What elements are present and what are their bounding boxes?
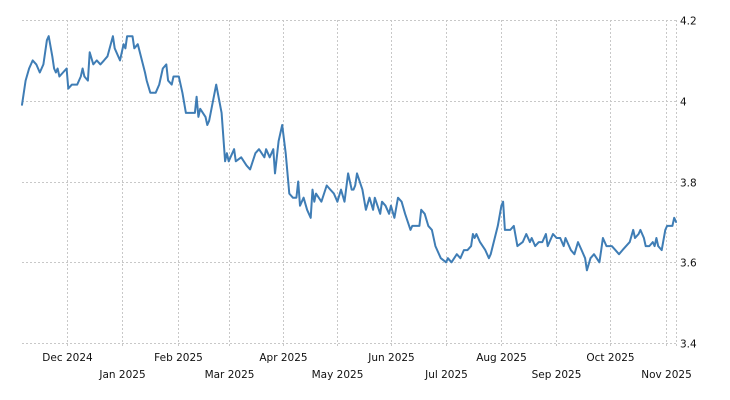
x-tick-label: Nov 2025 — [641, 369, 692, 381]
x-tick-label: Mar 2025 — [205, 369, 255, 381]
series-line — [21, 35, 677, 272]
y-tick-label: 4 — [680, 97, 687, 109]
y-tick-label: 4.2 — [680, 16, 697, 28]
x-tick-label: Oct 2025 — [586, 352, 634, 364]
y-tick-label: 3.8 — [680, 178, 697, 190]
y-axis-labels: 4.2 4 3.8 3.6 3.4 — [680, 16, 697, 351]
x-tick-label: Sep 2025 — [532, 369, 582, 381]
y-tick-label: 3.6 — [680, 258, 697, 270]
horizontal-gridlines — [22, 20, 676, 344]
vertical-gridlines — [67, 20, 677, 348]
x-tick-label: Apr 2025 — [259, 352, 307, 364]
x-tick-label: Jan 2025 — [98, 369, 145, 381]
x-tick-label: Jul 2025 — [424, 369, 468, 381]
x-tick-label: Aug 2025 — [476, 352, 527, 364]
x-tick-label: Dec 2024 — [42, 352, 93, 364]
x-tick-label: Feb 2025 — [154, 352, 203, 364]
x-tick-label: May 2025 — [312, 369, 364, 381]
y-tick-label: 3.4 — [680, 339, 697, 351]
x-tick-label: Jun 2025 — [367, 352, 414, 364]
